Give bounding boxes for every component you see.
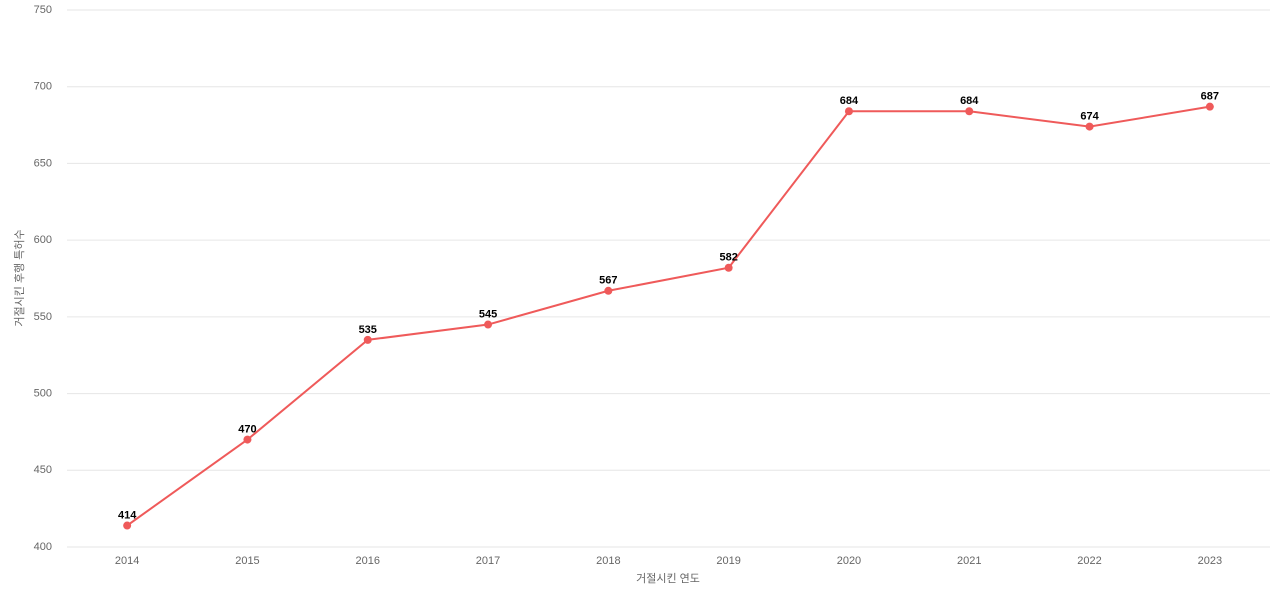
- point: [724, 263, 733, 272]
- x-tick-label: 2021: [957, 555, 981, 567]
- data-label: 582: [719, 252, 737, 264]
- x-tick-label: 2014: [115, 555, 139, 567]
- point: [1205, 102, 1214, 111]
- point: [243, 435, 252, 444]
- x-tick-label: 2022: [1077, 555, 1101, 567]
- data-label: 567: [599, 275, 617, 287]
- y-tick-label: 700: [34, 81, 52, 93]
- x-tick-label: 2018: [596, 555, 620, 567]
- data-label: 535: [359, 324, 377, 336]
- point: [844, 107, 853, 116]
- point: [604, 286, 613, 295]
- data-label: 674: [1080, 111, 1099, 123]
- y-tick-label: 450: [34, 464, 52, 476]
- data-label: 414: [118, 509, 137, 521]
- point: [363, 335, 372, 344]
- point: [484, 320, 493, 329]
- data-label: 687: [1201, 91, 1219, 103]
- point: [965, 107, 974, 116]
- data-label: 684: [840, 95, 859, 107]
- y-tick-label: 400: [34, 541, 52, 553]
- data-label: 684: [960, 95, 979, 107]
- x-tick-label: 2020: [837, 555, 861, 567]
- y-tick-label: 750: [34, 4, 52, 16]
- point: [1085, 122, 1094, 131]
- x-tick-label: 2023: [1198, 555, 1222, 567]
- y-tick-label: 500: [34, 387, 52, 399]
- x-tick-label: 2017: [476, 555, 500, 567]
- y-tick-label: 600: [34, 234, 52, 246]
- x-axis-label: 거절시킨 연도: [636, 572, 700, 585]
- y-tick-label: 650: [34, 157, 52, 169]
- data-label: 470: [238, 424, 256, 436]
- x-tick-label: 2019: [716, 555, 740, 567]
- series-line: [126, 105, 1211, 527]
- point: [123, 521, 132, 530]
- data-label: 545: [479, 308, 497, 320]
- x-tick-label: 2015: [235, 555, 259, 567]
- y-tick-label: 550: [34, 311, 52, 323]
- x-tick-label: 2016: [356, 555, 380, 567]
- y-axis-label: 거절시킨 후행 특허수: [13, 229, 26, 326]
